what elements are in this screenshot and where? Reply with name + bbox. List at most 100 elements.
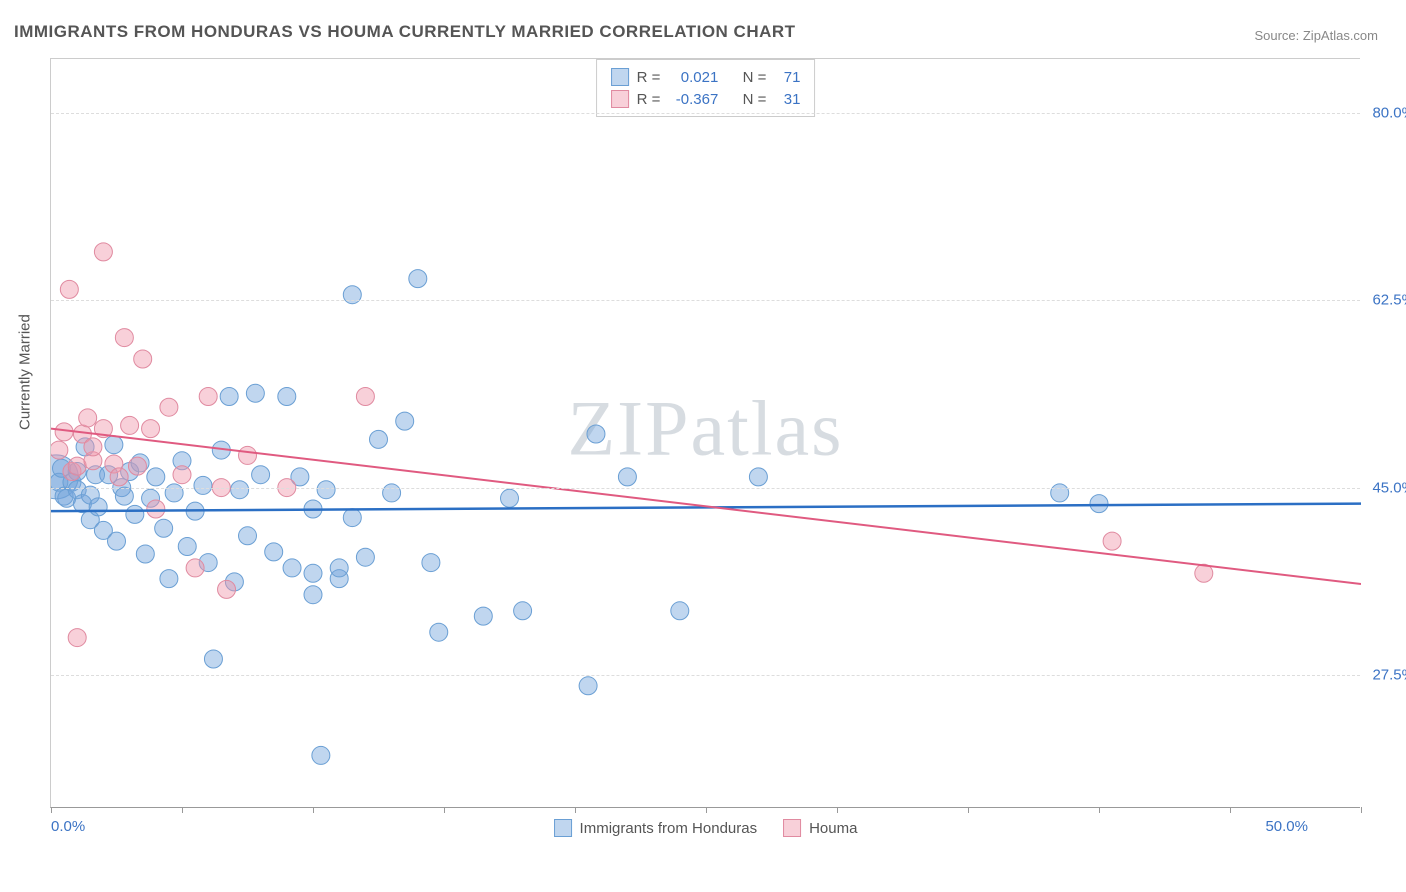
scatter-point (396, 412, 414, 430)
scatter-point (252, 466, 270, 484)
scatter-point (330, 559, 348, 577)
legend-swatch (554, 819, 572, 837)
n-label: N = (743, 91, 767, 108)
scatter-point (160, 570, 178, 588)
scatter-point (68, 629, 86, 647)
scatter-point (134, 350, 152, 368)
scatter-point (136, 545, 154, 563)
scatter-point (501, 489, 519, 507)
scatter-point (579, 677, 597, 695)
series-legend: Immigrants from Honduras Houma (554, 819, 858, 837)
n-value: 31 (774, 91, 800, 108)
x-tick (1230, 807, 1231, 813)
scatter-point (105, 436, 123, 454)
r-label: R = (637, 91, 661, 108)
chart-title: IMMIGRANTS FROM HONDURAS VS HOUMA CURREN… (14, 22, 796, 42)
correlation-legend: R = 0.021 N = 71 R = -0.367 N = 31 (596, 59, 816, 117)
scatter-point (409, 270, 427, 288)
scatter-point (317, 481, 335, 499)
scatter-point (370, 430, 388, 448)
scatter-point (283, 559, 301, 577)
y-tick-label: 45.0% (1372, 479, 1406, 496)
y-tick-label: 80.0% (1372, 104, 1406, 121)
n-value: 71 (774, 69, 800, 86)
y-tick-label: 27.5% (1372, 667, 1406, 684)
scatter-point (430, 623, 448, 641)
scatter-point (231, 481, 249, 499)
scatter-point (1090, 495, 1108, 513)
x-tick (313, 807, 314, 813)
x-tick (1361, 807, 1362, 813)
scatter-point (220, 388, 238, 406)
scatter-point (126, 505, 144, 523)
gridline (51, 113, 1360, 114)
x-axis-max-label: 50.0% (1265, 818, 1308, 835)
correlation-legend-row: R = -0.367 N = 31 (611, 88, 801, 110)
scatter-point (89, 498, 107, 516)
r-value: 0.021 (668, 69, 718, 86)
scatter-point (199, 388, 217, 406)
scatter-point (160, 398, 178, 416)
scatter-point (115, 487, 133, 505)
scatter-point (147, 500, 165, 518)
x-tick (182, 807, 183, 813)
scatter-point (173, 466, 191, 484)
n-label: N = (743, 69, 767, 86)
scatter-point (204, 650, 222, 668)
scatter-point (618, 468, 636, 486)
x-tick (1099, 807, 1100, 813)
source-prefix: Source: (1254, 28, 1302, 43)
scatter-point (246, 384, 264, 402)
legend-swatch (611, 90, 629, 108)
scatter-point (422, 554, 440, 572)
r-value: -0.367 (668, 91, 718, 108)
legend-swatch (783, 819, 801, 837)
regression-line (51, 429, 1361, 584)
x-tick (837, 807, 838, 813)
scatter-point (79, 409, 97, 427)
x-tick (575, 807, 576, 813)
scatter-point (128, 457, 146, 475)
scatter-point (121, 416, 139, 434)
series-legend-label: Houma (809, 820, 857, 837)
scatter-point (218, 580, 236, 598)
scatter-point (749, 468, 767, 486)
scatter-point (94, 243, 112, 261)
series-legend-item: Houma (783, 819, 857, 837)
scatter-point (304, 564, 322, 582)
scatter-point (1103, 532, 1121, 550)
scatter-point (343, 509, 361, 527)
legend-swatch (611, 68, 629, 86)
scatter-point (60, 280, 78, 298)
y-tick-label: 62.5% (1372, 292, 1406, 309)
scatter-point (312, 746, 330, 764)
scatter-point (110, 468, 128, 486)
chart-svg (51, 59, 1361, 809)
scatter-point (356, 388, 374, 406)
x-tick (706, 807, 707, 813)
scatter-point (239, 527, 257, 545)
source-label: Source: ZipAtlas.com (1254, 28, 1378, 43)
scatter-point (178, 538, 196, 556)
series-legend-label: Immigrants from Honduras (580, 820, 758, 837)
scatter-point (278, 388, 296, 406)
gridline (51, 675, 1360, 676)
y-axis-label: Currently Married (17, 314, 34, 430)
scatter-point (147, 468, 165, 486)
scatter-point (108, 532, 126, 550)
x-tick (444, 807, 445, 813)
scatter-point (671, 602, 689, 620)
scatter-point (474, 607, 492, 625)
scatter-point (239, 446, 257, 464)
regression-line (51, 504, 1361, 512)
scatter-point (194, 476, 212, 494)
scatter-point (115, 329, 133, 347)
scatter-point (51, 441, 68, 459)
scatter-point (84, 438, 102, 456)
source-name: ZipAtlas.com (1303, 28, 1378, 43)
scatter-point (356, 548, 374, 566)
gridline (51, 488, 1360, 489)
gridline (51, 300, 1360, 301)
x-axis-min-label: 0.0% (51, 818, 85, 835)
scatter-point (514, 602, 532, 620)
